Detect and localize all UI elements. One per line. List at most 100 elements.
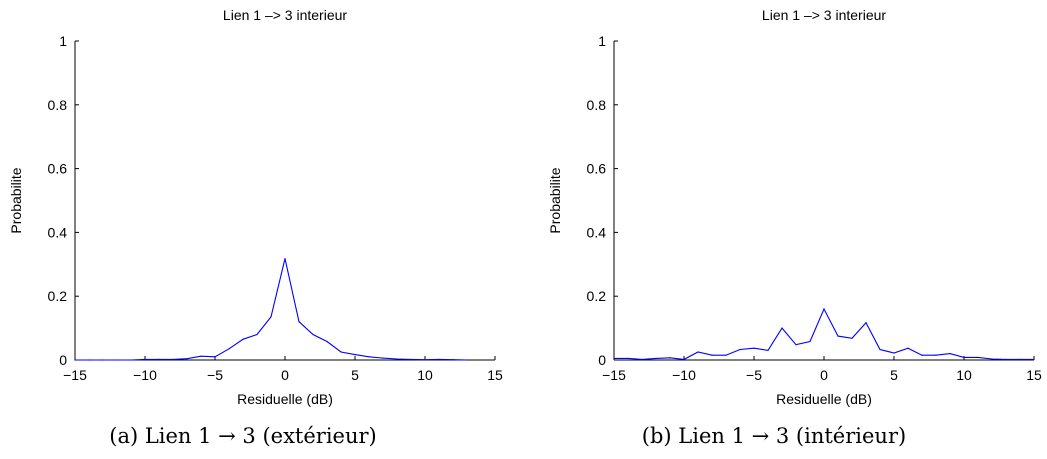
data-point-a xyxy=(186,358,188,360)
series-line-b xyxy=(614,307,1034,360)
data-point-a xyxy=(466,359,468,361)
data-point-a xyxy=(144,358,146,360)
chart-title-a: Lien 1 –> 3 interieur xyxy=(223,7,347,23)
y-tick-label-a: 0.6 xyxy=(48,161,68,177)
y-tick-label-b: 0.4 xyxy=(587,224,607,240)
data-point-a xyxy=(340,351,342,353)
data-point-b xyxy=(613,357,615,360)
x-tick-label-b: 0 xyxy=(820,367,828,383)
x-tick-label-a: −10 xyxy=(133,367,157,383)
data-point-b xyxy=(991,358,993,360)
data-point-a xyxy=(130,359,132,361)
data-point-b xyxy=(1019,358,1021,360)
caption-a: (a) Lien 1 → 3 (extérieur) xyxy=(109,424,377,448)
y-tick-label-b: 0.8 xyxy=(587,97,607,113)
data-point-b xyxy=(725,354,727,356)
data-point-a xyxy=(326,340,328,343)
data-point-a xyxy=(172,358,174,360)
data-point-a xyxy=(298,321,300,323)
data-point-b xyxy=(1005,358,1007,360)
caption-b: (b) Lien 1 → 3 (intérieur) xyxy=(641,424,907,448)
y-tick-label-a: 0 xyxy=(59,352,67,368)
data-point-b xyxy=(837,335,839,337)
data-point-a xyxy=(368,356,370,358)
data-point-b xyxy=(795,344,797,346)
data-point-b xyxy=(683,358,685,360)
data-point-b xyxy=(753,347,755,349)
x-tick-label-a: 0 xyxy=(281,367,289,383)
data-point-b xyxy=(655,357,657,360)
chart-panel-a: Lien 1 –> 3 interieur −15 −10 −5 0 5 10 15 0 0.2 0… xyxy=(0,0,520,459)
data-point-a xyxy=(270,316,272,318)
y-tick-label-b: 0.6 xyxy=(587,161,607,177)
data-point-b xyxy=(823,308,825,310)
data-point-a xyxy=(396,358,398,360)
data-point-b xyxy=(767,349,769,352)
data-point-b xyxy=(949,353,951,355)
line-chart-a: Lien 1 –> 3 interieur −15 −10 −5 0 5 10 15 0 0.2 0… xyxy=(8,7,503,407)
data-point-a xyxy=(88,359,90,361)
data-point-a xyxy=(312,333,314,336)
data-point-b xyxy=(879,348,881,351)
data-point-b xyxy=(697,351,699,353)
data-point-a xyxy=(214,356,216,358)
data-point-a xyxy=(410,358,412,360)
x-tick-label-a: −15 xyxy=(63,367,87,383)
y-tick-label-a: 0.2 xyxy=(48,288,68,304)
line-chart-b: Lien 1 –> 3 interieur −15 −10 −5 0 5 10 15 0 0.2 0… xyxy=(547,7,1042,407)
x-tick-label-a: −5 xyxy=(207,367,223,383)
data-point-b xyxy=(669,357,671,359)
x-tick-label-b: −15 xyxy=(602,367,626,383)
x-tick-label-b: −10 xyxy=(672,367,696,383)
y-tick-label-a: 0.4 xyxy=(48,224,68,240)
x-tick-label-b: 5 xyxy=(890,367,898,383)
chart-title-b: Lien 1 –> 3 interieur xyxy=(762,7,886,23)
data-point-b xyxy=(921,354,923,356)
y-tick-label-a: 1 xyxy=(59,33,67,49)
data-point-b xyxy=(739,348,741,351)
y-tick-label-b: 1 xyxy=(598,33,606,49)
x-tick-label-a: 10 xyxy=(417,367,433,383)
data-point-a xyxy=(382,357,384,359)
data-point-a xyxy=(200,355,202,357)
data-point-b xyxy=(641,358,643,360)
data-point-b xyxy=(627,357,629,360)
data-point-b xyxy=(1033,358,1035,360)
x-axis-label-a: Residuelle (dB) xyxy=(237,391,333,407)
data-point-a xyxy=(228,348,230,350)
y-tick-label-b: 0 xyxy=(598,352,606,368)
data-point-a xyxy=(284,257,286,260)
y-tick-label-b: 0.2 xyxy=(587,288,607,304)
x-axis-label-b: Residuelle (dB) xyxy=(776,391,872,407)
y-axis-label-a: Probabilite xyxy=(8,167,24,233)
data-point-b xyxy=(851,337,853,339)
x-tick-label-a: 15 xyxy=(487,367,503,383)
data-point-a xyxy=(158,358,160,360)
x-tick-label-b: 10 xyxy=(956,367,972,383)
series-line-a xyxy=(75,258,468,361)
x-tick-label-b: −5 xyxy=(746,367,762,383)
data-point-a xyxy=(354,353,356,356)
data-point-a xyxy=(256,333,258,336)
data-point-a xyxy=(438,358,440,360)
data-point-b xyxy=(907,347,909,349)
data-point-b xyxy=(893,352,895,354)
data-point-a xyxy=(102,359,104,361)
chart-panel-b: Lien 1 –> 3 interieur −15 −10 −5 0 5 10 15 0 0.2 0… xyxy=(539,0,1047,459)
data-point-b xyxy=(711,354,713,356)
data-point-b xyxy=(781,327,783,329)
data-point-a xyxy=(424,359,426,361)
data-point-a xyxy=(242,338,244,340)
x-tick-label-b: 15 xyxy=(1026,367,1042,383)
data-point-a xyxy=(452,359,454,361)
data-point-b xyxy=(963,356,965,359)
data-point-b xyxy=(809,340,811,343)
data-point-b xyxy=(865,322,867,324)
data-point-b xyxy=(935,354,937,356)
y-tick-label-a: 0.8 xyxy=(48,97,68,113)
x-tick-label-a: 5 xyxy=(351,367,359,383)
data-point-b xyxy=(977,356,979,359)
y-axis-label-b: Probabilite xyxy=(547,167,563,233)
data-point-a xyxy=(74,359,76,361)
data-point-a xyxy=(116,359,118,361)
